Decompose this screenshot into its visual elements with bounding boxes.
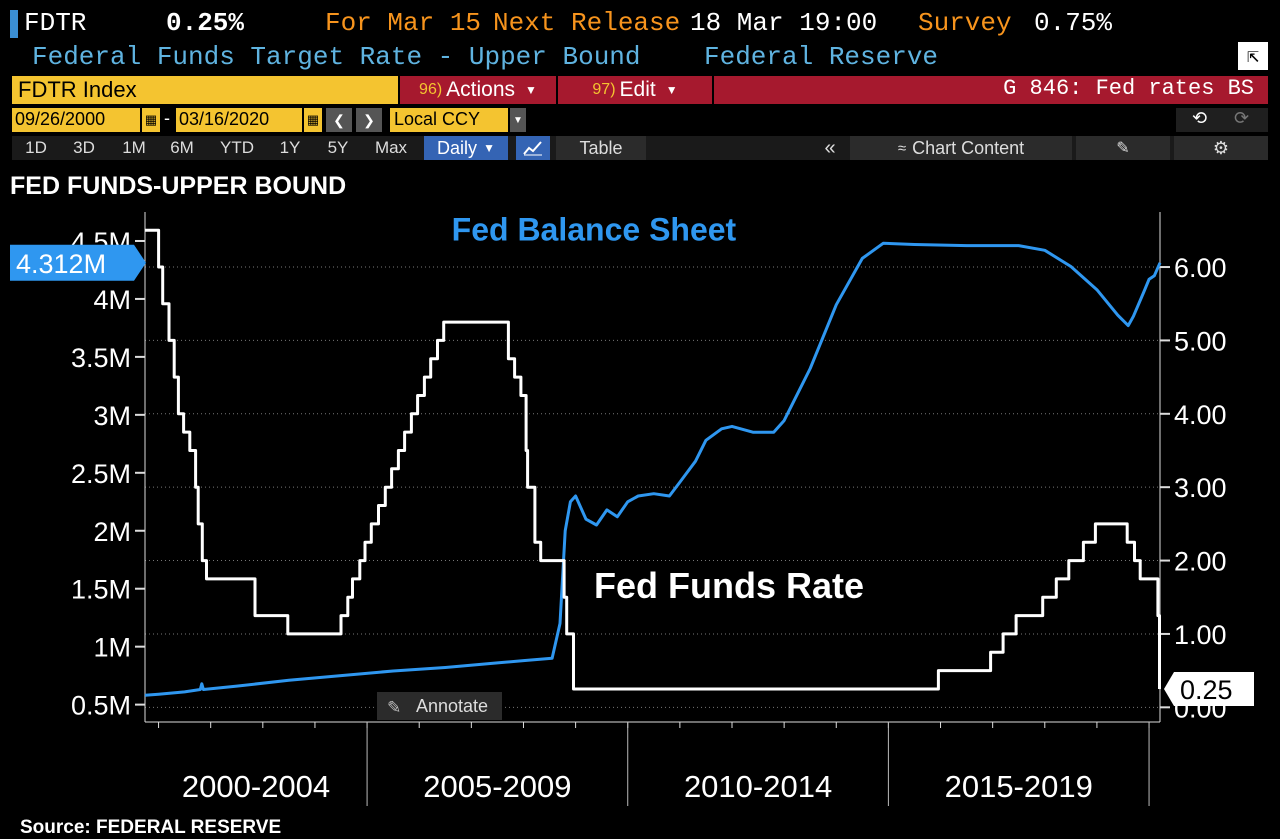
- chart-content-label: Chart Content: [912, 137, 1025, 158]
- end-date: 03/16/2020: [179, 109, 270, 129]
- chevron-down-icon[interactable]: ▼: [510, 108, 526, 132]
- undo-redo-group: ⟲ ⟳: [1176, 108, 1268, 132]
- next-release-value: 18 Mar 19:00: [690, 8, 878, 38]
- chart-content-icon: ≈: [897, 139, 907, 157]
- right-tick-label: 2.00: [1174, 547, 1227, 577]
- quote-header: FDTR 0.25% For Mar 15 Next Release 18 Ma…: [0, 6, 1280, 40]
- chevron-down-icon: ▼: [525, 83, 537, 97]
- end-date-field[interactable]: 03/16/2020: [176, 108, 302, 132]
- left-tick-label: 1M: [93, 633, 131, 663]
- chevron-down-icon: ▼: [665, 83, 678, 97]
- calendar-icon[interactable]: ▦: [142, 108, 160, 132]
- left-tick-label: 1.5M: [71, 575, 131, 605]
- period-label: 2005-2009: [423, 769, 571, 804]
- actions-num: 96): [419, 81, 443, 98]
- index-field-text: FDTR Index: [18, 77, 137, 102]
- calendar-icon[interactable]: ▦: [304, 108, 322, 132]
- period-label: 2000-2004: [182, 769, 330, 804]
- start-date-field[interactable]: 09/26/2000: [12, 108, 140, 132]
- chart-title: FED FUNDS-UPPER BOUND: [10, 172, 346, 200]
- timeframe-3d[interactable]: 3D: [73, 138, 95, 157]
- line-chart-icon[interactable]: [516, 136, 550, 160]
- survey-label: Survey: [918, 8, 1012, 38]
- prev-period-icon[interactable]: ❮: [326, 108, 352, 132]
- date-separator: -: [164, 108, 170, 128]
- undo-icon[interactable]: ⟲: [1192, 108, 1208, 128]
- popout-icon[interactable]: ⇱: [1238, 42, 1268, 70]
- chevron-down-icon: ▼: [483, 141, 495, 155]
- timeframe-5y[interactable]: 5Y: [327, 138, 349, 157]
- left-last-value: 4.312M: [16, 249, 106, 279]
- period-label: 2015-2019: [945, 769, 1093, 804]
- right-last-value: 0.25: [1180, 675, 1233, 705]
- survey-value: 0.75%: [1034, 8, 1113, 38]
- x-axis-periods: 2000-2004 2005-2009 2010-2014 2015-2019: [145, 721, 1160, 806]
- graph-name: G 846: Fed rates BS: [1003, 76, 1254, 101]
- redo-icon[interactable]: ⟳: [1234, 108, 1250, 128]
- right-tick-label: 1.00: [1174, 620, 1227, 650]
- table-button[interactable]: Table: [556, 136, 646, 160]
- annotate-pencil-icon: ✎: [387, 698, 401, 717]
- index-field[interactable]: FDTR Index: [12, 76, 398, 104]
- annotate-label: Annotate: [416, 696, 488, 716]
- actions-button[interactable]: 96) Actions ▼: [400, 76, 556, 104]
- graph-name-bar: G 846: Fed rates BS: [714, 76, 1268, 104]
- left-tick-label: 3.5M: [71, 343, 131, 373]
- timeframe-max[interactable]: Max: [374, 138, 408, 157]
- chart: FED FUNDS-UPPER BOUND 2000-2004 2005-2009…: [10, 172, 1254, 838]
- timeframe-ytd[interactable]: YTD: [220, 138, 254, 157]
- right-tick-label: 3.00: [1174, 473, 1227, 503]
- start-date: 09/26/2000: [15, 109, 106, 129]
- ticker: FDTR: [24, 8, 87, 38]
- right-tick-label: 6.00: [1174, 253, 1227, 283]
- currency-select[interactable]: Local CCY: [390, 108, 508, 132]
- left-tick-label: 4M: [93, 285, 131, 315]
- currency-value: Local CCY: [394, 109, 481, 129]
- left-tick-label: 2M: [93, 517, 131, 547]
- gridlines: [145, 266, 1160, 708]
- left-last-value-tag: 4.312M: [10, 244, 146, 281]
- edit-button[interactable]: 97) Edit ▼: [558, 76, 712, 104]
- right-last-value-tag: 0.25: [1164, 671, 1254, 706]
- edit-label: Edit: [619, 78, 656, 101]
- edit-num: 97): [592, 81, 616, 98]
- fed-funds-rate-line: [145, 228, 1161, 691]
- fed-funds-rate-annotation: Fed Funds Rate: [594, 565, 864, 606]
- frequency-value: Daily: [437, 137, 478, 158]
- left-tick-label: 0.5M: [71, 691, 131, 721]
- security-description: Federal Funds Target Rate - Upper Bound: [32, 42, 641, 72]
- chart-content-button[interactable]: ≈ Chart Content: [850, 136, 1072, 160]
- ticker-marker: [10, 10, 18, 38]
- last-value: 0.25%: [166, 8, 245, 38]
- timeframe-1d[interactable]: 1D: [25, 138, 47, 157]
- timeframe-6m[interactable]: 6M: [170, 138, 194, 157]
- for-label: For Mar 15: [325, 8, 482, 38]
- period-label: 2010-2014: [684, 769, 832, 804]
- source-org: Federal Reserve: [704, 42, 939, 72]
- next-release-label: Next Release: [493, 8, 681, 38]
- timeframe-1y[interactable]: 1Y: [279, 138, 301, 157]
- annotate-button[interactable]: ✎ Annotate: [377, 692, 502, 720]
- right-tick-label: 5.00: [1174, 326, 1227, 356]
- balance-sheet-line: [144, 241, 1162, 697]
- source-note: Source: FEDERAL RESERVE: [20, 817, 281, 838]
- frequency-select[interactable]: Daily ▼: [424, 136, 508, 160]
- gear-icon[interactable]: ⚙: [1174, 136, 1268, 160]
- series-layer: [144, 228, 1162, 697]
- timeframe-1m[interactable]: 1M: [122, 138, 146, 157]
- edit-pencil-icon[interactable]: ✎: [1076, 136, 1170, 160]
- fed-balance-sheet-annotation: Fed Balance Sheet: [452, 211, 737, 247]
- quote-description: Federal Funds Target Rate - Upper Bound …: [0, 40, 1280, 72]
- actions-label: Actions: [446, 78, 516, 101]
- collapse-icon[interactable]: «: [824, 136, 836, 159]
- right-axis: 0.001.002.003.004.005.006.00: [1159, 212, 1227, 723]
- right-tick-label: 4.00: [1174, 400, 1227, 430]
- left-tick-label: 3M: [93, 401, 131, 431]
- left-tick-label: 2.5M: [71, 459, 131, 489]
- next-period-icon[interactable]: ❯: [356, 108, 382, 132]
